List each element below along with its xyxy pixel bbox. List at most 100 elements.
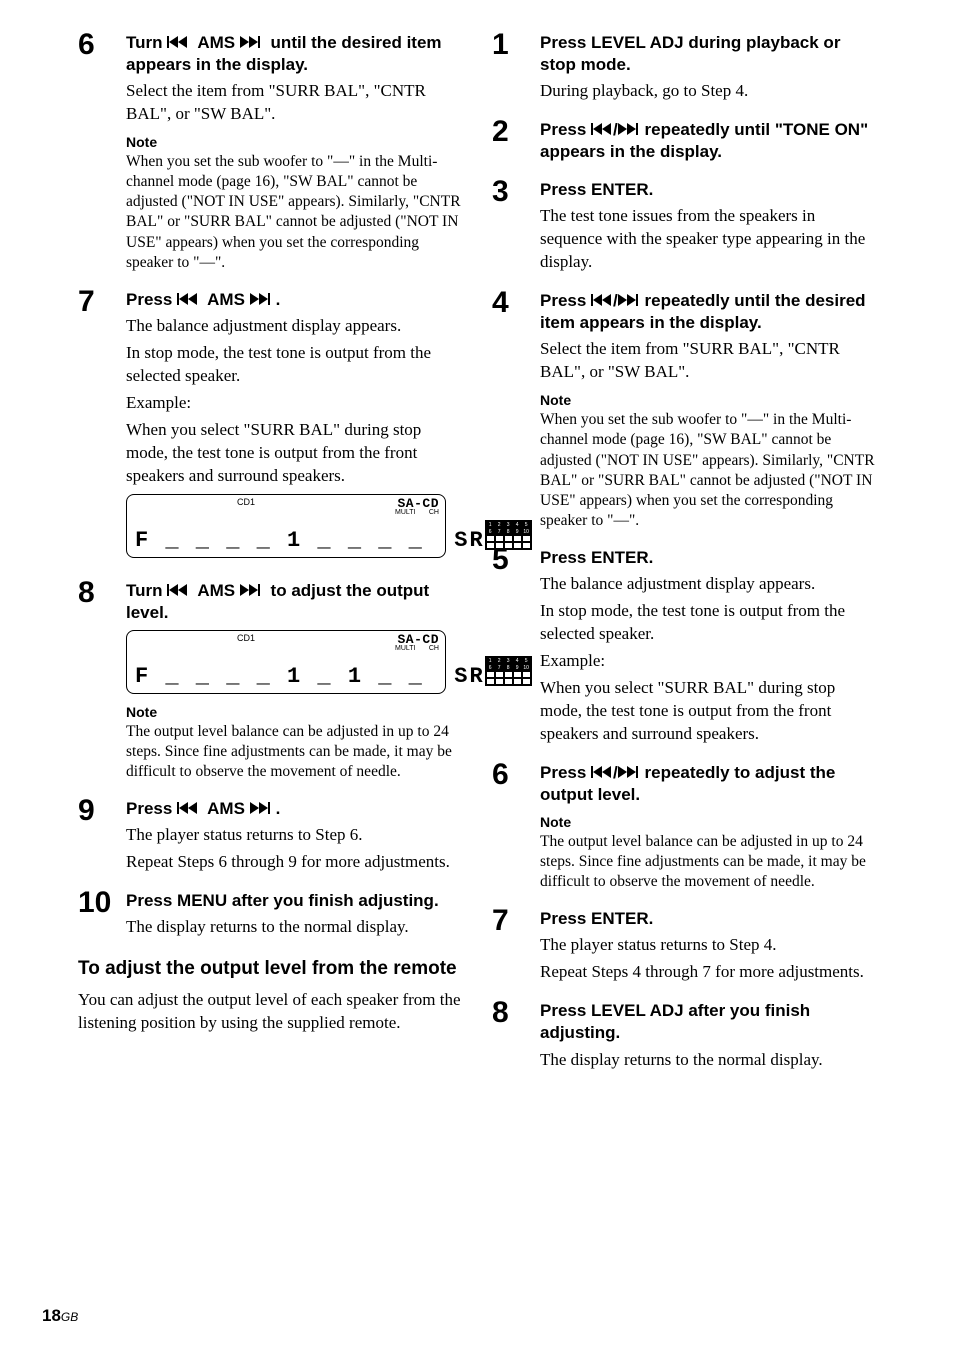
body-text: Example:	[540, 650, 876, 673]
sacd-block: SA-CD MULTICH	[395, 497, 439, 517]
note-heading: Note	[540, 814, 876, 830]
track-grid: 12345 678910	[485, 520, 532, 550]
step-4: 4 Press / repeatedly until the desired i…	[492, 286, 876, 535]
step-5: 5 Press ENTER. The balance adjustment di…	[492, 543, 876, 750]
note-heading: Note	[126, 704, 462, 720]
body-text: Select the item from "SURR BAL", "CNTR B…	[540, 338, 876, 384]
sacd-block: SA-CD MULTICH	[395, 633, 439, 653]
skip-prev-icon	[591, 766, 613, 778]
body-text: Repeat Steps 4 through 7 for more adjust…	[540, 961, 876, 984]
step-number: 9	[78, 794, 126, 878]
step-body: Press / repeatedly to adjust the output …	[540, 758, 876, 897]
step-number: 6	[492, 758, 540, 897]
page-footer: 18GB	[42, 1306, 78, 1326]
text: Press	[126, 799, 177, 818]
step-3: 3 Press ENTER. The test tone issues from…	[492, 175, 876, 278]
right-column: 1 Press LEVEL ADJ during playback or sto…	[492, 28, 876, 1083]
step-number: 10	[78, 886, 126, 943]
body-text: You can adjust the output level of each …	[78, 989, 462, 1035]
step-number: 2	[492, 115, 540, 167]
page-number: 18	[42, 1306, 61, 1325]
grid-cell	[522, 678, 531, 685]
body-text: Repeat Steps 6 through 9 for more adjust…	[126, 851, 462, 874]
text: CH	[429, 510, 439, 516]
body-text: The balance adjustment display appears.	[126, 315, 462, 338]
grid-cell	[513, 671, 522, 678]
skip-next-icon	[618, 766, 640, 778]
grid-cell	[486, 671, 495, 678]
text: AMS	[203, 290, 250, 309]
body-text: In stop mode, the test tone is output fr…	[126, 342, 462, 388]
step-body: Turn AMS until the desired item appears …	[126, 28, 462, 277]
page-suffix: GB	[61, 1310, 78, 1324]
grid-cell: 6	[486, 664, 495, 671]
text: Turn	[126, 581, 167, 600]
body-text: The test tone issues from the speakers i…	[540, 205, 876, 274]
grid-cell	[495, 535, 504, 542]
text: Press	[540, 291, 591, 310]
step-7r: 7 Press ENTER. The player status returns…	[492, 904, 876, 988]
grid-cell: 9	[513, 664, 522, 671]
skip-prev-icon	[167, 36, 193, 48]
grid-cell: 2	[495, 657, 504, 664]
step-body: Press ENTER. The test tone issues from t…	[540, 175, 876, 278]
step-body: Press AMS . The player status returns to…	[126, 794, 462, 878]
display-top-row: CD1 SA-CD MULTICH	[127, 633, 439, 653]
lcd-display-2: CD1 SA-CD MULTICH F _ _ _ _ 1 _ 1 _ _ SR…	[126, 630, 446, 694]
text: MULTI	[395, 510, 415, 516]
body-text: The player status returns to Step 4.	[540, 934, 876, 957]
step-number: 6	[78, 28, 126, 277]
grid-cell	[513, 678, 522, 685]
grid-cell	[504, 678, 513, 685]
step-10: 10 Press MENU after you finish adjusting…	[78, 886, 462, 943]
grid-cell: 3	[504, 657, 513, 664]
note-heading: Note	[540, 392, 876, 408]
text: AMS	[193, 581, 240, 600]
note-text: When you set the sub woofer to "—" in th…	[126, 152, 462, 273]
skip-prev-icon	[167, 584, 193, 596]
text: .	[276, 799, 281, 818]
step-heading: Press ENTER.	[540, 908, 876, 930]
grid-cell	[495, 542, 504, 549]
skip-next-icon	[240, 584, 266, 596]
step-1: 1 Press LEVEL ADJ during playback or sto…	[492, 28, 876, 107]
text: MULTI	[395, 646, 415, 652]
grid-cell: 8	[504, 664, 513, 671]
grid-cell	[513, 535, 522, 542]
text: AMS	[193, 33, 240, 52]
lcd-display-1: CD1 SA-CD MULTICH F _ _ _ _ 1 _ _ _ _ SR…	[126, 494, 446, 558]
step-7: 7 Press AMS . The balance adjustment dis…	[78, 285, 462, 568]
grid-cell: 1	[486, 657, 495, 664]
step-heading: Press LEVEL ADJ after you finish adjusti…	[540, 1000, 876, 1044]
grid-cell	[504, 535, 513, 542]
grid-cell	[495, 671, 504, 678]
body-text: Example:	[126, 392, 462, 415]
skip-prev-icon	[591, 123, 613, 135]
step-body: Press MENU after you finish adjusting. T…	[126, 886, 462, 943]
display-main-row: F _ _ _ _ 1 _ _ _ _ SR 12345 678910	[135, 520, 439, 553]
track-grid: 12345 678910	[485, 656, 532, 686]
step-body: Press LEVEL ADJ during playback or stop …	[540, 28, 876, 107]
segment-text: F _ _ _ _ 1 _ 1 _ _ SR	[135, 664, 485, 689]
step-6: 6 Turn AMS until the desired item appear…	[78, 28, 462, 277]
segment-text: F _ _ _ _ 1 _ _ _ _ SR	[135, 528, 485, 553]
cd1-indicator: CD1	[237, 633, 255, 643]
text: Press	[540, 763, 591, 782]
step-2: 2 Press / repeatedly until "TONE ON" app…	[492, 115, 876, 167]
skip-prev-icon	[591, 294, 613, 306]
step-body: Press ENTER. The player status returns t…	[540, 904, 876, 988]
skip-next-icon	[250, 293, 276, 305]
skip-next-icon	[250, 802, 276, 814]
text: AMS	[203, 799, 250, 818]
two-column-layout: 6 Turn AMS until the desired item appear…	[78, 28, 876, 1083]
skip-next-icon	[618, 294, 640, 306]
step-heading: Press / repeatedly to adjust the output …	[540, 762, 876, 806]
grid-cell	[486, 542, 495, 549]
step-heading: Press ENTER.	[540, 179, 876, 201]
sacd-sub: MULTICH	[395, 646, 439, 652]
skip-prev-icon	[177, 802, 203, 814]
step-number: 8	[78, 576, 126, 787]
note-heading: Note	[126, 134, 462, 150]
note-text: The output level balance can be adjusted…	[126, 722, 462, 782]
step-number: 8	[492, 996, 540, 1075]
